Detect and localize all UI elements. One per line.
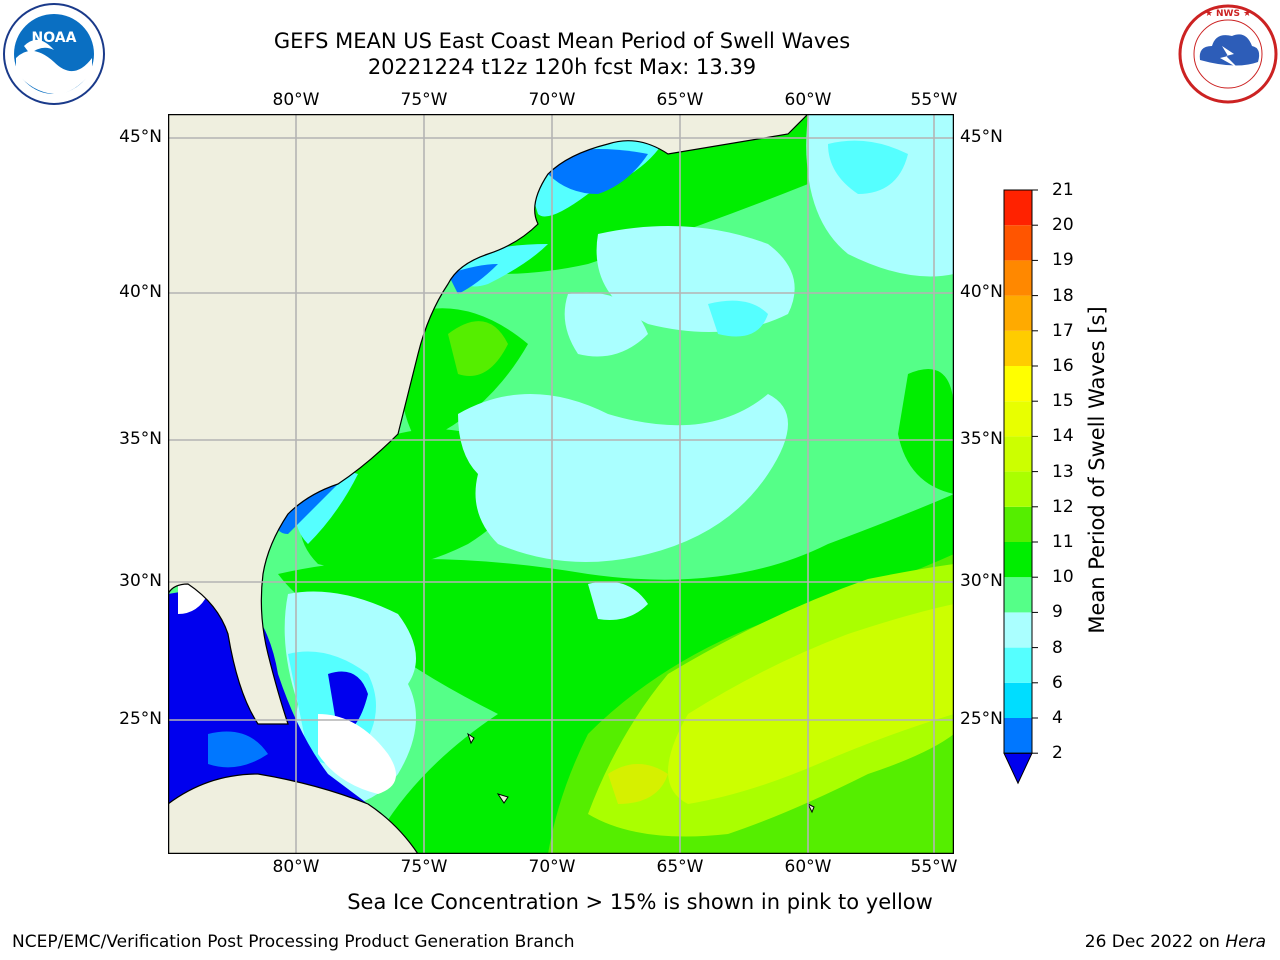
contour-band-11 <box>898 369 954 494</box>
sea-ice-note: Sea Ice Concentration > 15% is shown in … <box>0 890 1280 914</box>
credit-machine: Hera <box>1225 932 1266 952</box>
swell-period-map <box>168 114 954 854</box>
contour-band-12 <box>448 321 508 376</box>
north-america-land <box>168 114 809 725</box>
colorbar-segment <box>1004 330 1032 366</box>
colorbar-segment <box>1004 542 1032 578</box>
chart-subtitle: 20221224 t12z 120h fcst Max: 13.39 <box>367 55 757 79</box>
colorbar-extend-triangle <box>1003 752 1033 785</box>
colorbar-segment <box>1004 647 1032 683</box>
island <box>806 802 815 814</box>
lon-label-bottom: 75°W <box>400 857 448 877</box>
lat-label-left: 40°N <box>119 282 162 302</box>
colorbar-tick-label: 12 <box>1052 496 1074 517</box>
colorbar-segment <box>1004 260 1032 296</box>
colorbar-segment <box>1004 471 1032 507</box>
lat-label-left: 35°N <box>119 429 162 449</box>
colorbar-tick-label: 19 <box>1052 250 1074 271</box>
nws-logo: ★ NWS ★ <box>1178 4 1278 104</box>
colorbar-segment <box>1004 190 1032 226</box>
lat-label-left: 30°N <box>119 571 162 591</box>
cuba-land <box>168 773 419 854</box>
colorbar-segment <box>1004 366 1032 402</box>
colorbar-tick-label: 18 <box>1052 285 1074 306</box>
lat-label-right: 25°N <box>960 709 1003 729</box>
colorbar-tick-label: 9 <box>1052 602 1063 623</box>
map-frame <box>168 114 954 854</box>
no-data-area <box>318 714 396 794</box>
credit-left: NCEP/EMC/Verification Post Processing Pr… <box>12 932 575 952</box>
colorbar-segment <box>1004 401 1032 437</box>
credit-right: 26 Dec 2022 on Hera <box>1085 932 1266 952</box>
lon-label-top: 60°W <box>784 90 832 110</box>
colorbar-tick-label: 17 <box>1052 320 1074 341</box>
colorbar-segment <box>1004 225 1032 261</box>
lat-label-left: 25°N <box>119 709 162 729</box>
contour-band-8 <box>708 300 768 337</box>
lon-label-bottom: 55°W <box>910 857 958 877</box>
svg-text:★ NWS ★: ★ NWS ★ <box>1205 9 1251 19</box>
lat-label-right: 30°N <box>960 571 1003 591</box>
island <box>496 793 509 804</box>
lon-label-bottom: 60°W <box>784 857 832 877</box>
lat-label-right: 40°N <box>960 282 1003 302</box>
colorbar-segment <box>1004 577 1032 613</box>
contour-band-9 <box>588 581 648 620</box>
colorbar-segment <box>1004 682 1032 718</box>
colorbar-tick-label: 2 <box>1052 743 1063 764</box>
colorbar-tick-label: 16 <box>1052 356 1074 376</box>
colorbar-segment <box>1004 295 1032 331</box>
lon-label-top: 75°W <box>400 90 448 110</box>
colorbar-tick-label: 11 <box>1052 532 1074 552</box>
colorbar-tick-label: 13 <box>1052 461 1074 482</box>
contour-band-4 <box>208 731 268 768</box>
colorbar <box>1003 189 1038 785</box>
contour-band-9 <box>564 292 648 357</box>
lat-label-right: 45°N <box>960 127 1003 147</box>
chart-title: GEFS MEAN US East Coast Mean Period of S… <box>273 29 851 53</box>
colorbar-tick-label: 4 <box>1052 708 1063 728</box>
lon-label-top: 80°W <box>272 90 320 110</box>
lat-label-right: 35°N <box>960 429 1003 449</box>
contour-band-14 <box>608 764 668 804</box>
colorbar-segment <box>1004 506 1032 542</box>
contour-band-14 <box>668 604 954 804</box>
colorbar-segment <box>1004 436 1032 472</box>
contour-band-4 <box>548 149 648 194</box>
colorbar-segment <box>1004 718 1032 754</box>
colorbar-tick-label: 20 <box>1052 215 1074 236</box>
sea-ice-note-text: Sea Ice Concentration > 15% is shown in … <box>347 890 933 914</box>
lon-label-top: 65°W <box>656 90 704 110</box>
island <box>467 732 475 745</box>
credit-date: 26 Dec 2022 on <box>1084 932 1226 952</box>
colorbar-tick-label: 10 <box>1052 567 1074 588</box>
contour-band-4 <box>448 264 498 294</box>
contour-band-9 <box>458 394 788 562</box>
lon-label-bottom: 80°W <box>272 857 320 877</box>
colorbar-segment <box>1004 612 1032 648</box>
lon-label-bottom: 65°W <box>656 857 704 877</box>
noaa-logo-text: NOAA <box>32 30 77 46</box>
contour-band-8 <box>828 140 908 194</box>
colorbar-tick-label: 14 <box>1052 426 1074 447</box>
lat-label-left: 45°N <box>119 127 162 147</box>
colorbar-tick-label: 15 <box>1052 391 1074 412</box>
lon-label-top: 55°W <box>910 90 958 110</box>
colorbar-tick-label: 8 <box>1052 637 1063 658</box>
colorbar-label: Mean Period of Swell Waves [s] <box>1085 306 1109 634</box>
colorbar-tick-label: 6 <box>1052 672 1063 693</box>
lon-label-bottom: 70°W <box>528 857 576 877</box>
graticule <box>168 114 954 854</box>
lon-label-top: 70°W <box>528 90 576 110</box>
noaa-logo: NOAA <box>3 3 105 105</box>
colorbar-tick-label: 21 <box>1052 180 1074 200</box>
